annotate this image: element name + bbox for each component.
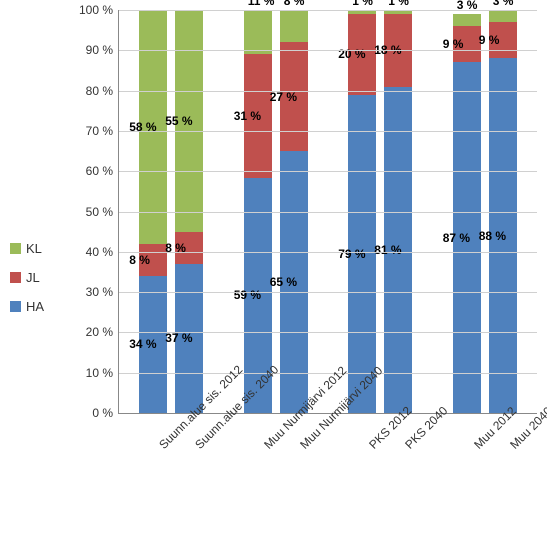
legend-swatch: [10, 272, 21, 283]
segment-jl: 20 %: [348, 14, 376, 95]
legend-label: HA: [26, 299, 44, 314]
segment-label: 81 %: [374, 243, 401, 257]
segment-label: 8 %: [284, 0, 305, 8]
segment-label: 59 %: [234, 288, 261, 302]
segment-ha: 88 %: [489, 58, 517, 413]
segment-label: 55 %: [165, 114, 192, 128]
gridline: [119, 131, 537, 132]
segment-label: 37 %: [165, 331, 192, 345]
segment-label: 11 %: [248, 0, 275, 8]
gridline: [119, 292, 537, 293]
y-tick-label: 30 %: [86, 285, 119, 299]
segment-kl: 3 %: [453, 14, 481, 26]
y-tick-label: 80 %: [86, 84, 119, 98]
segment-ha: 37 %: [175, 264, 203, 413]
segment-label: 9 %: [479, 33, 500, 47]
segment-ha: 34 %: [139, 276, 167, 413]
segment-label: 27 %: [270, 90, 297, 104]
segment-label: 1 %: [388, 0, 409, 8]
segment-label: 79 %: [338, 247, 365, 261]
y-tick-label: 100 %: [79, 3, 119, 17]
y-tick-label: 60 %: [86, 164, 119, 178]
segment-kl: 11 %: [244, 10, 272, 54]
y-tick-label: 40 %: [86, 245, 119, 259]
chart-container: KLJLHA 34 %8 %58 %37 %8 %55 %59 %31 %11 …: [10, 10, 537, 544]
legend: KL JL HA: [10, 241, 65, 314]
segment-label: 65 %: [270, 275, 297, 289]
segment-kl: 55 %: [175, 10, 203, 232]
segment-ha: 65 %: [280, 151, 308, 413]
segment-label: 9 %: [443, 37, 464, 51]
y-tick-label: 90 %: [86, 43, 119, 57]
gridline: [119, 10, 537, 11]
segment-label: 34 %: [129, 337, 156, 351]
segment-kl: 3 %: [489, 10, 517, 22]
y-tick-label: 50 %: [86, 205, 119, 219]
segment-label: 88 %: [479, 229, 506, 243]
legend-item-kl: KL: [10, 241, 65, 256]
segment-jl: 8 %: [139, 244, 167, 276]
gridline: [119, 332, 537, 333]
segment-jl: 8 %: [175, 232, 203, 264]
segment-jl: 9 %: [489, 22, 517, 58]
gridline: [119, 50, 537, 51]
segment-label: 3 %: [493, 0, 514, 8]
legend-item-jl: JL: [10, 270, 65, 285]
plot-area: 34 %8 %58 %37 %8 %55 %59 %31 %11 %65 %27…: [73, 10, 537, 544]
y-tick-label: 20 %: [86, 325, 119, 339]
segment-label: 1 %: [352, 0, 373, 8]
x-axis-labels: Suunn.alue sis. 2012Suunn.alue sis. 2040…: [118, 414, 537, 544]
gridline: [119, 252, 537, 253]
gridline: [119, 212, 537, 213]
y-tick-label: 0 %: [92, 406, 119, 420]
legend-label: KL: [26, 241, 42, 256]
segment-jl: 31 %: [244, 54, 272, 178]
segment-ha: 87 %: [453, 62, 481, 413]
x-label-group: Suunn.alue sis. 2012Suunn.alue sis. 2040: [138, 414, 202, 544]
segment-kl: 8 %: [280, 10, 308, 42]
y-tick-label: 10 %: [86, 366, 119, 380]
segment-ha: 81 %: [384, 87, 412, 413]
segment-label: 8 %: [129, 253, 150, 267]
segment-label: 31 %: [234, 109, 261, 123]
legend-label: JL: [26, 270, 40, 285]
segment-kl: 58 %: [139, 10, 167, 244]
segment-label: 87 %: [443, 231, 470, 245]
gridline: [119, 171, 537, 172]
segment-jl: 9 %: [453, 26, 481, 62]
legend-swatch: [10, 301, 21, 312]
gridline: [119, 91, 537, 92]
grid-area: 34 %8 %58 %37 %8 %55 %59 %31 %11 %65 %27…: [118, 10, 537, 414]
legend-item-ha: HA: [10, 299, 65, 314]
segment-jl: 27 %: [280, 42, 308, 151]
legend-swatch: [10, 243, 21, 254]
y-tick-label: 70 %: [86, 124, 119, 138]
